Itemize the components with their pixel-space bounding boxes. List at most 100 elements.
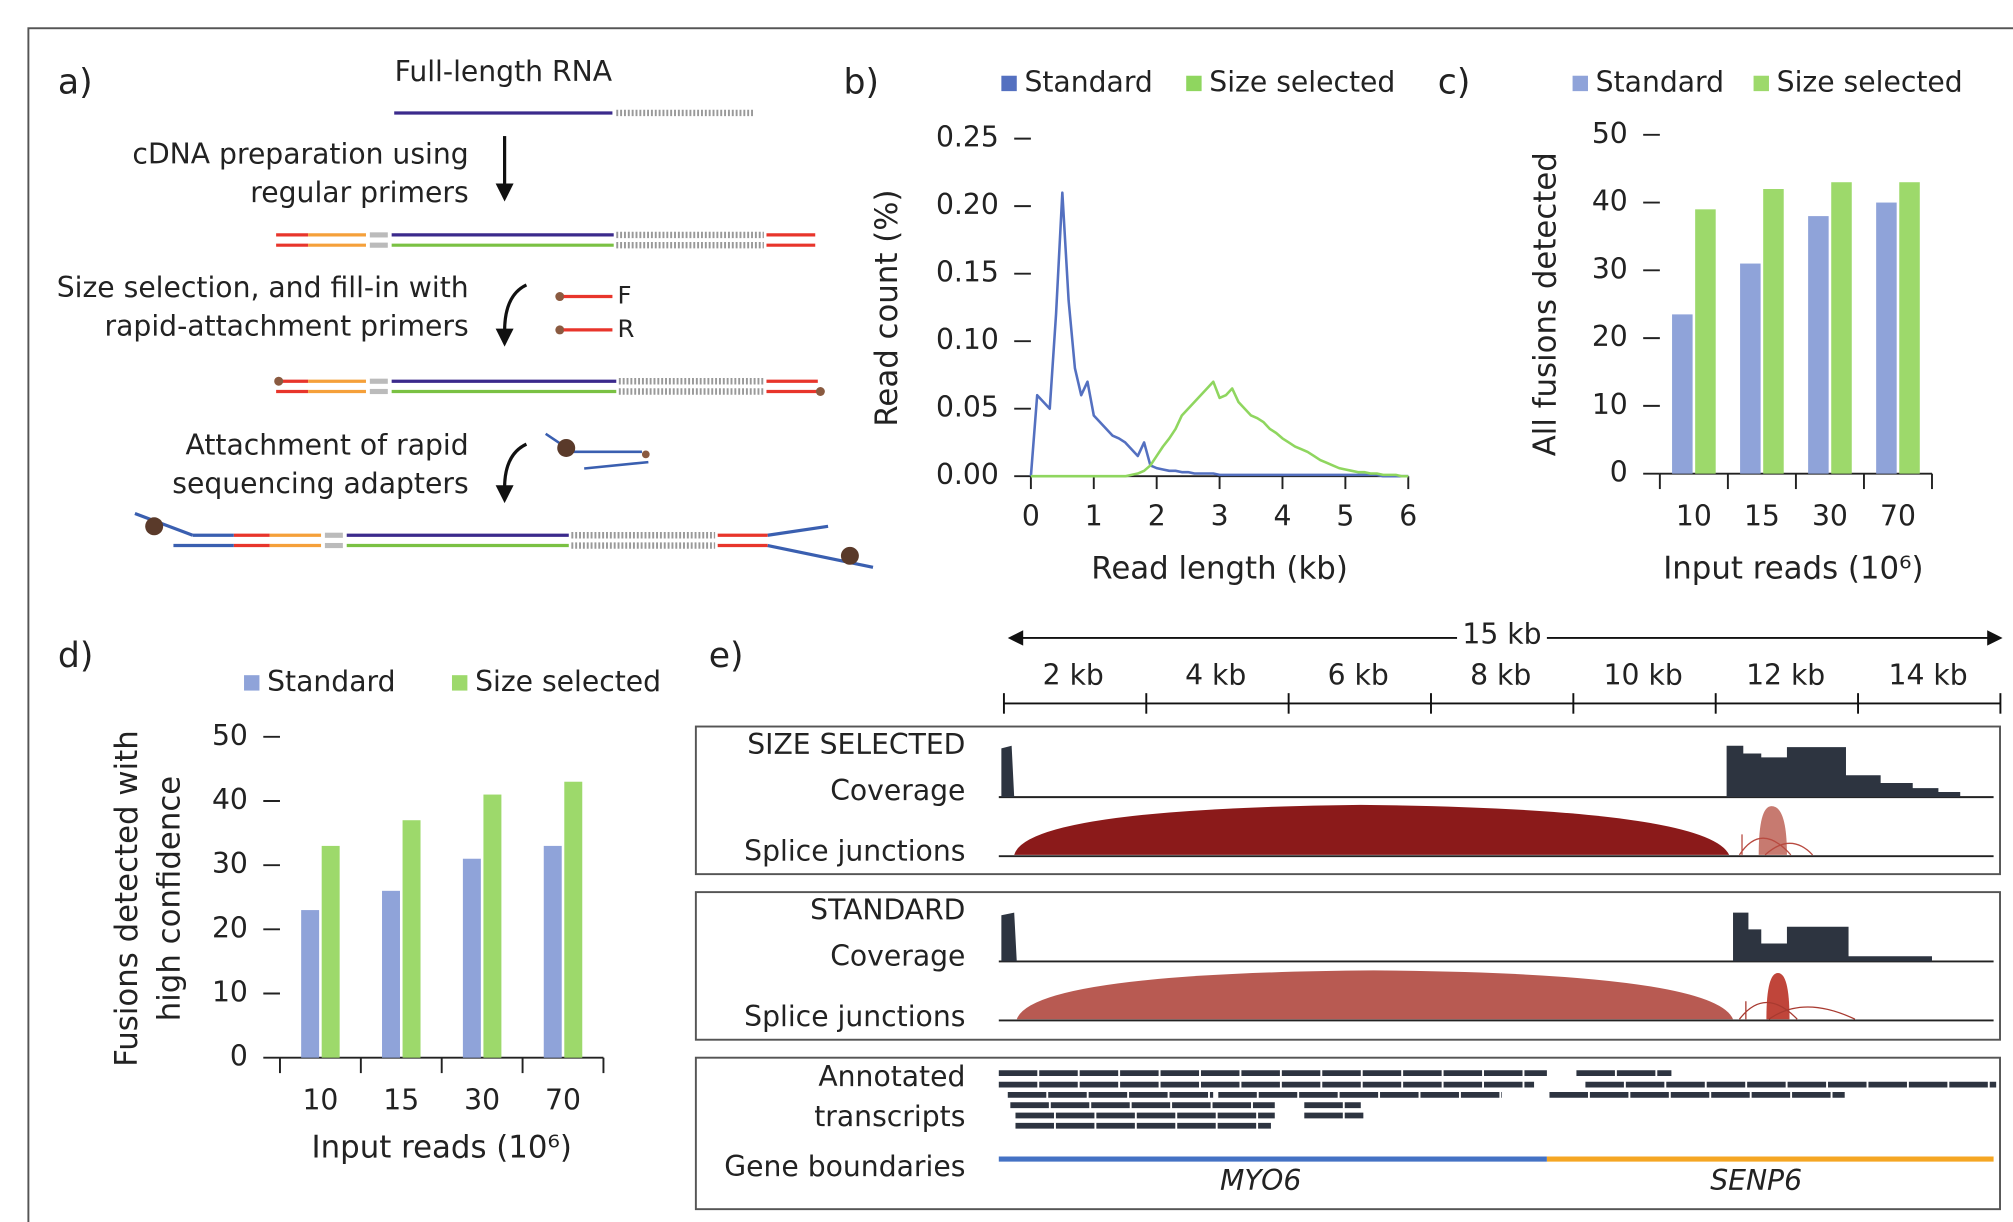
- step-text: regular primers: [250, 176, 468, 209]
- legend-label: Size selected: [1209, 65, 1395, 98]
- ruler-label: 2 kb: [1043, 658, 1104, 691]
- step-text: cDNA preparation using: [132, 137, 468, 170]
- bar: [382, 890, 400, 1058]
- bar: [1808, 216, 1829, 474]
- x-tick-label: 5: [1336, 499, 1354, 532]
- legend-swatch: [451, 675, 468, 691]
- legend-label: Size selected: [475, 665, 661, 698]
- track-label: Gene boundaries: [724, 1150, 965, 1183]
- coverage: [1001, 912, 1932, 962]
- adapter-dot: [641, 450, 650, 459]
- adapter: [767, 543, 874, 569]
- x-tick-label: 10: [1676, 499, 1712, 532]
- splice-arc: [1014, 804, 1730, 855]
- x-tick-label: 15: [1744, 499, 1780, 532]
- y-axis-label: high confidence: [151, 776, 187, 1022]
- track-label: transcripts: [814, 1100, 965, 1133]
- track-label: Annotated: [818, 1060, 965, 1093]
- panel-a: a) Full-length RNA cDNA preparation usin…: [57, 55, 874, 569]
- adapter-motor: [840, 546, 859, 565]
- adapter-motor: [145, 517, 164, 536]
- primer-dot: [815, 387, 825, 396]
- x-tick-label: 30: [1812, 499, 1848, 532]
- ccc-block: [369, 388, 388, 395]
- line-series: [1029, 191, 1409, 478]
- panel-e: e) 15 kb 2 kb 4 kb 6 kb 8 kb 10 kb 12 kb 14 kb…: [694, 617, 2003, 1211]
- ruler-label: 6 kb: [1328, 658, 1389, 691]
- primer-dot: [555, 325, 565, 335]
- bar: [321, 845, 340, 1058]
- y-tick-label: 30: [212, 847, 248, 880]
- legend-label: Standard: [1024, 65, 1152, 98]
- track-label: Coverage: [830, 774, 965, 807]
- cdna-strands: [134, 231, 874, 569]
- transcripts: [998, 1070, 1997, 1129]
- y-tick-label: 0.05: [936, 391, 999, 424]
- ccc-block: [369, 242, 388, 248]
- track-label: Splice junctions: [744, 1000, 965, 1033]
- bar: [462, 858, 481, 1058]
- track-title: SIZE SELECTED: [747, 728, 965, 761]
- arrow-head: [1987, 630, 2003, 646]
- gene-name: SENP6: [1710, 1164, 1802, 1197]
- y-tick-label: 40: [212, 783, 248, 816]
- x-tick-label: 6: [1399, 499, 1417, 532]
- y-axis-label: Fusions detected with: [109, 730, 145, 1067]
- primer-label: F: [618, 281, 632, 310]
- arrow-head: [495, 485, 514, 504]
- y-tick-label: 0: [1610, 456, 1628, 489]
- y-axis-label: All fusions detected: [1527, 152, 1563, 456]
- splice-arc: [1738, 834, 1814, 856]
- primer-dot: [274, 376, 284, 386]
- step-text: rapid-attachment primers: [105, 309, 469, 342]
- adapter: [584, 460, 649, 470]
- x-axis-label: Input reads (10⁶): [312, 1129, 572, 1165]
- track-box: [694, 725, 2001, 876]
- x-tick-label: 10: [302, 1083, 338, 1116]
- coverage: [1001, 745, 1961, 798]
- adapter: [134, 511, 194, 537]
- track-box: [694, 1056, 2001, 1211]
- step-text: Size selection, and fill-in with: [57, 271, 469, 304]
- bar: [1899, 182, 1920, 474]
- legend-label: Size selected: [1777, 65, 1963, 98]
- bar: [564, 781, 583, 1058]
- y-tick-label: 20: [212, 911, 248, 944]
- ruler-label: 4 kb: [1185, 658, 1246, 691]
- track-label: Splice junctions: [744, 834, 965, 867]
- x-tick-label: 2: [1148, 499, 1166, 532]
- bar: [483, 794, 502, 1058]
- step-text: Attachment of rapid: [186, 429, 469, 462]
- ruler-label: 14 kb: [1889, 658, 1968, 691]
- x-axis-label: Read length (kb): [1091, 550, 1348, 586]
- bar: [543, 845, 562, 1058]
- adapter-motor: [557, 438, 576, 457]
- bar: [1672, 314, 1693, 474]
- splice-arc: [1016, 970, 1734, 1020]
- track-title: STANDARD: [810, 893, 965, 926]
- y-tick-label: 40: [1592, 185, 1628, 218]
- x-tick-label: 70: [545, 1083, 581, 1116]
- bar: [301, 910, 320, 1058]
- panel-label: a): [58, 62, 93, 102]
- bar: [1831, 182, 1852, 474]
- x-tick-label: 15: [383, 1083, 419, 1116]
- figure-border: [27, 27, 2013, 1222]
- splice-arc: [1766, 972, 1790, 1020]
- y-tick-label: 10: [1592, 388, 1628, 421]
- y-tick-label: 0.20: [936, 188, 999, 221]
- bar: [1763, 188, 1784, 474]
- span-label: 15 kb: [1462, 617, 1541, 650]
- legend-swatch: [1186, 75, 1202, 92]
- ccc-block: [369, 232, 388, 238]
- x-tick-label: 3: [1211, 499, 1229, 532]
- ccc-block: [369, 378, 388, 384]
- y-axis-label: Read count (%): [869, 189, 905, 426]
- x-tick-label: 4: [1273, 499, 1291, 532]
- charts: b) Standard Size selected 0.00 0.05 0.10 0.15 0…: [58, 62, 1963, 1165]
- legend-label: Standard: [267, 665, 395, 698]
- legend-swatch: [1572, 75, 1588, 92]
- legend-label: Standard: [1596, 65, 1724, 98]
